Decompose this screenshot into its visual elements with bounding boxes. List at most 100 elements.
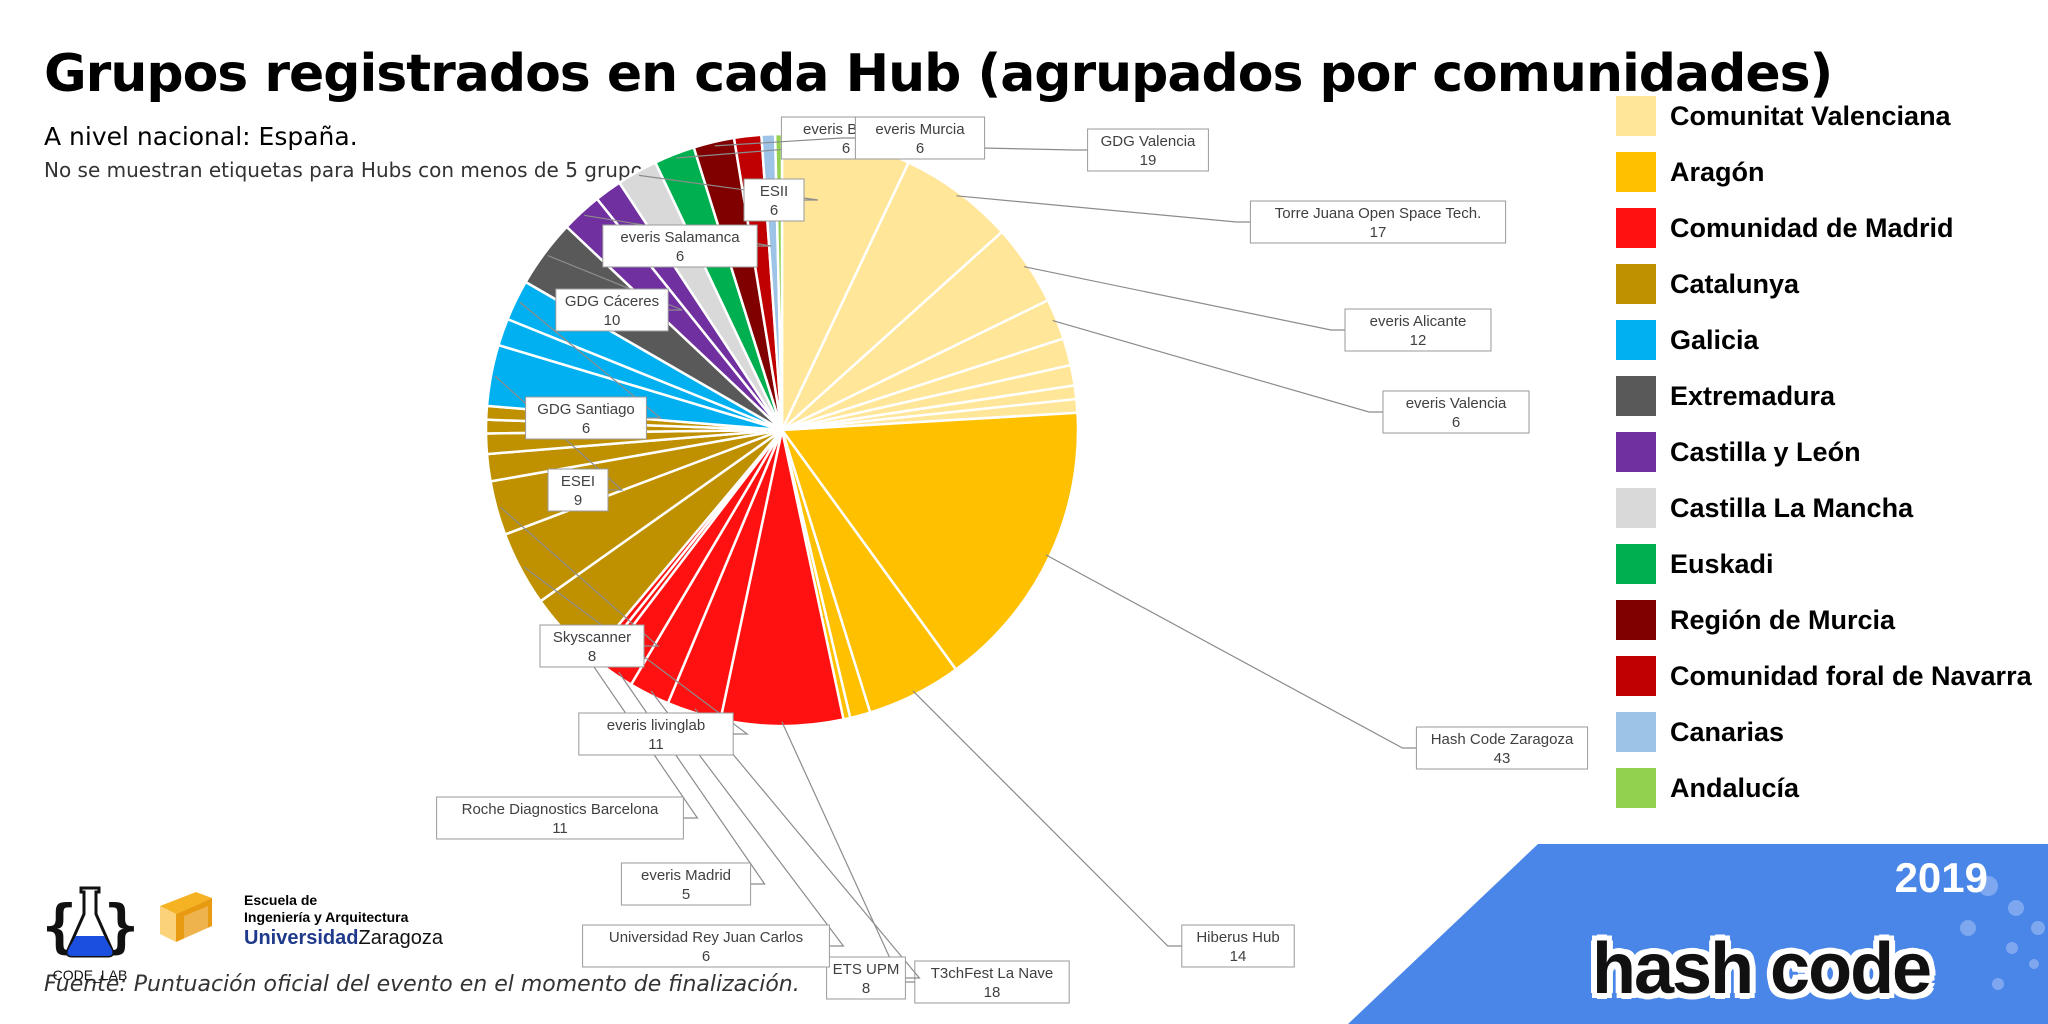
data-label-box xyxy=(539,624,645,668)
legend-swatch xyxy=(1616,320,1656,360)
legend-swatch xyxy=(1616,712,1656,752)
legend-swatch xyxy=(1616,208,1656,248)
data-label-value: 8 xyxy=(588,648,596,665)
data-label-value: 5 xyxy=(682,886,690,903)
data-label-name: everis Valencia xyxy=(1406,395,1507,412)
data-label-name: Skyscanner xyxy=(553,629,631,646)
data-label-value: 6 xyxy=(676,248,684,265)
legend-swatch xyxy=(1616,656,1656,696)
data-label-value: 10 xyxy=(604,312,621,329)
legend-label: Aragón xyxy=(1670,156,1765,187)
legend-swatch xyxy=(1616,544,1656,584)
legend-item: Castilla La Mancha xyxy=(1616,488,1913,528)
event-logo-text: hash code xyxy=(1592,929,1932,1009)
label-leader-line xyxy=(912,690,1182,947)
data-label-box xyxy=(436,796,684,840)
data-label-name: GDG Cáceres xyxy=(565,293,659,310)
data-label-value: 6 xyxy=(702,948,710,965)
data-label-name: Hiberus Hub xyxy=(1196,929,1279,946)
legend-swatch xyxy=(1616,600,1656,640)
legend-label: Castilla La Mancha xyxy=(1670,492,1914,523)
data-label-box xyxy=(1087,128,1209,172)
label-leader-line xyxy=(547,255,683,311)
university-name: Universidad xyxy=(244,927,359,949)
data-label-box xyxy=(1181,924,1295,968)
chart-note: No se muestran etiquetas para Hubs con m… xyxy=(44,158,660,182)
data-label-box xyxy=(914,960,1070,1004)
legend-item: Galicia xyxy=(1616,320,1759,360)
data-label-name: everis Salamanca xyxy=(620,229,740,246)
data-label-name: everis Madrid xyxy=(641,867,731,884)
data-label-name: Hash Code Zaragoza xyxy=(1431,731,1574,748)
legend-label: Galicia xyxy=(1670,324,1759,355)
data-label-box xyxy=(826,956,906,1000)
legend-item: Comunidad foral de Navarra xyxy=(1616,656,2032,696)
legend-swatch xyxy=(1616,96,1656,136)
pie-slice xyxy=(780,161,1004,432)
event-year: 2019 xyxy=(1894,854,1988,901)
data-label-box xyxy=(525,396,647,440)
data-label-value: 12 xyxy=(1410,332,1427,349)
legend-label: Andalucía xyxy=(1670,772,1800,803)
label-leader-line xyxy=(650,690,845,947)
legend-swatch xyxy=(1616,768,1656,808)
data-label-box xyxy=(555,288,669,332)
legend-item: Comunidad de Madrid xyxy=(1616,208,1954,248)
legend-label: Extremadura xyxy=(1670,380,1836,411)
label-leader-line xyxy=(956,195,1251,223)
chart-subtitle: A nivel nacional: España. xyxy=(44,122,358,151)
legend-item: Canarias xyxy=(1616,712,1784,752)
hashcode-banner xyxy=(1348,844,2048,1024)
legend-label: Comunidad de Madrid xyxy=(1670,212,1954,243)
data-label-value: 19 xyxy=(1140,152,1157,169)
data-label-name: Torre Juana Open Space Tech. xyxy=(1275,205,1482,222)
data-label-box xyxy=(1249,200,1507,244)
data-label-box xyxy=(1415,726,1589,770)
legend-item: Comunitat Valenciana xyxy=(1616,96,1951,136)
data-label-value: 14 xyxy=(1230,948,1247,965)
legend-label: Euskadi xyxy=(1670,548,1774,579)
label-leader-line xyxy=(523,566,750,735)
label-leader-line xyxy=(519,301,663,419)
data-label-value: 6 xyxy=(770,202,778,219)
legend-label: Comunidad foral de Navarra xyxy=(1670,660,2032,691)
codelab-logo: { } CODE_LAB xyxy=(40,884,140,984)
data-label-name: Roche Diagnostics Barcelona xyxy=(462,801,659,818)
codelab-text: CODE_LAB xyxy=(53,967,128,983)
data-label-name: ESEI xyxy=(561,473,595,490)
data-label-box xyxy=(1382,390,1530,434)
legend-item: Aragón xyxy=(1616,152,1765,192)
data-label-box xyxy=(854,116,986,160)
label-leader-line xyxy=(566,627,699,819)
legend-label: Canarias xyxy=(1670,716,1785,747)
eina-logo: Escuela de Ingeniería y Arquitectura Uni… xyxy=(156,886,456,956)
data-label-box xyxy=(578,712,734,756)
data-label-box xyxy=(547,468,609,512)
legend-swatch xyxy=(1616,488,1656,528)
data-label-box xyxy=(620,862,752,906)
data-label-box xyxy=(1344,308,1492,352)
data-label-value: 11 xyxy=(552,820,568,837)
data-label-name: ETS UPM xyxy=(833,961,900,978)
data-label-value: 6 xyxy=(842,140,850,157)
label-leader-line xyxy=(714,137,856,147)
legend-item: Extremadura xyxy=(1616,376,1835,416)
data-label-name: everis livinglab xyxy=(607,717,705,734)
data-label-name: GDG Santiago xyxy=(537,401,635,418)
label-leader-line xyxy=(638,174,819,201)
legend-label: Catalunya xyxy=(1670,268,1800,299)
data-label-value: 9 xyxy=(574,492,582,509)
legend-swatch xyxy=(1616,264,1656,304)
data-label-name: ESII xyxy=(760,183,788,200)
data-label-value: 43 xyxy=(1494,750,1511,767)
data-label-box xyxy=(602,224,758,268)
data-label-name: everis Murcia xyxy=(875,121,965,138)
data-label-name: GDG Valencia xyxy=(1101,133,1196,150)
label-leader-line xyxy=(1045,554,1417,749)
legend-swatch xyxy=(1616,152,1656,192)
data-label-box xyxy=(743,178,805,222)
legend-item: Andalucía xyxy=(1616,768,1799,808)
data-label-name: everis Alicante xyxy=(1370,313,1467,330)
legend-item: Catalunya xyxy=(1616,264,1799,304)
